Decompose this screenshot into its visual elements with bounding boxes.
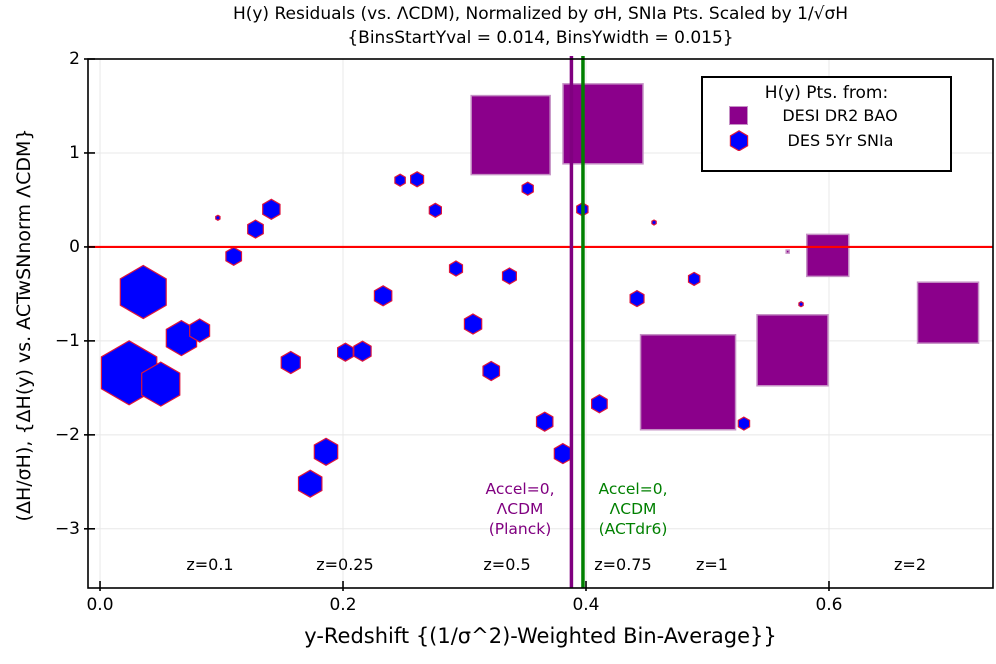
snia-point xyxy=(225,246,243,266)
snia-hexagon-swatch xyxy=(729,130,749,151)
snia-point xyxy=(373,285,393,307)
snia-point xyxy=(262,198,281,220)
y-tick-label: 1 xyxy=(69,142,80,163)
x-tick-label: 0.2 xyxy=(329,595,357,615)
snia-point xyxy=(428,202,442,218)
snia-point xyxy=(189,318,211,343)
chart-title: H(y) Residuals (vs. ΛCDM), Normalized by… xyxy=(232,4,849,24)
desi-point xyxy=(639,333,737,431)
snia-point xyxy=(297,469,323,498)
legend-label-des5yr: DES 5Yr SNIa xyxy=(787,131,894,150)
legend-item-des5yr: DES 5Yr SNIa xyxy=(703,128,950,153)
snia-point xyxy=(553,442,573,465)
legend-title: H(y) Pts. from: xyxy=(764,83,889,103)
snia-point xyxy=(337,342,354,362)
snia-point xyxy=(280,350,301,375)
chart-subtitle: {BinsStartYval = 0.014, BinsYwidth = 0.0… xyxy=(347,28,734,48)
redshift-bin-label: z=0.25 xyxy=(316,555,374,575)
x-tick-label: 0.4 xyxy=(572,595,600,615)
snia-point xyxy=(798,300,804,308)
snia-point xyxy=(410,171,425,188)
plot-frame xyxy=(87,58,994,589)
legend: H(y) Pts. from: DESI DR2 BAO DES 5Yr SNI… xyxy=(701,76,952,172)
snia-point xyxy=(215,214,221,222)
snia-point xyxy=(687,271,701,287)
desi-point xyxy=(785,249,790,254)
snia-point xyxy=(629,289,645,308)
x-axis-label: y-Redshift {(1/σ^2)-Weighted Bin-Average… xyxy=(304,624,777,648)
y-tick-label: −2 xyxy=(54,424,80,445)
snia-point xyxy=(313,437,339,466)
snia-point xyxy=(590,394,608,414)
desi-point xyxy=(916,281,980,344)
snia-point xyxy=(394,173,406,187)
desi-point xyxy=(806,233,850,278)
redshift-bin-label: z=0.1 xyxy=(186,555,234,575)
redshift-bin-label: z=1 xyxy=(695,555,728,575)
snia-point xyxy=(247,219,264,239)
snia-point xyxy=(501,267,518,285)
snia-point xyxy=(119,264,167,320)
x-tick-label: 0.0 xyxy=(86,595,114,615)
snia-point xyxy=(448,260,464,277)
y-tick-label: −3 xyxy=(54,518,80,539)
y-tick-label: 0 xyxy=(69,236,80,257)
x-tick-label: 0.6 xyxy=(815,595,843,615)
annotation-planck: Accel=0, ΛCDM (Planck) xyxy=(485,480,555,539)
snia-point xyxy=(651,219,657,226)
redshift-bin-label: z=2 xyxy=(894,555,926,575)
legend-label-desi: DESI DR2 BAO xyxy=(782,106,898,125)
annotation-actdr6: Accel=0, ΛCDM (ACTdr6) xyxy=(598,480,668,539)
redshift-bin-label: z=0.75 xyxy=(594,555,652,575)
snia-point xyxy=(737,416,751,431)
desi-point xyxy=(562,83,644,165)
desi-point xyxy=(470,94,551,176)
snia-point xyxy=(353,340,372,362)
y-tick-label: −1 xyxy=(54,330,80,351)
redshift-bin-label: z=0.5 xyxy=(483,555,531,575)
legend-item-desi: DESI DR2 BAO xyxy=(703,103,950,128)
snia-point xyxy=(141,361,181,407)
snia-point xyxy=(535,411,554,432)
desi-point xyxy=(756,314,829,387)
y-tick-label: 2 xyxy=(69,49,80,69)
snia-point xyxy=(521,181,534,196)
snia-point xyxy=(463,313,483,335)
desi-square-swatch xyxy=(729,106,748,125)
snia-point xyxy=(482,360,501,382)
